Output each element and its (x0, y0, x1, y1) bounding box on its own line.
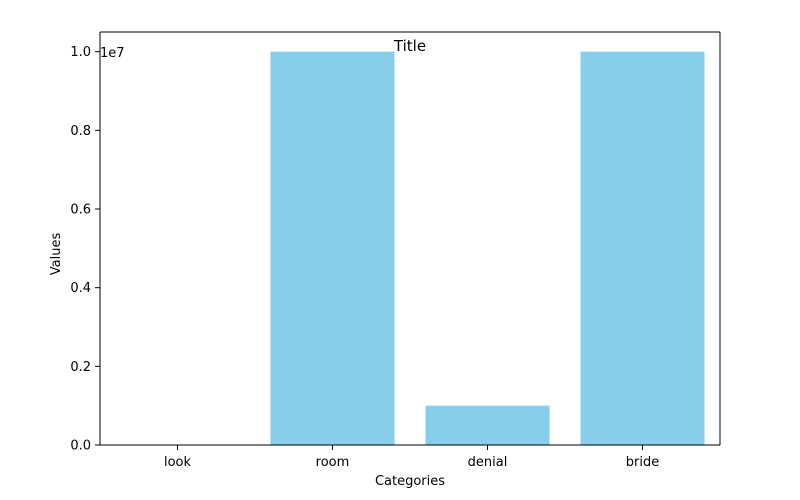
x-tick-label: room (316, 455, 350, 470)
y-axis-label: Values (49, 233, 64, 276)
bars-group (270, 51, 705, 446)
x-axis-label: Categories (375, 474, 445, 489)
bar-bride (580, 51, 705, 446)
x-tick-label: denial (468, 455, 508, 470)
x-tick-label: look (164, 455, 192, 470)
x-tick-label: bride (626, 455, 659, 470)
bar-room (270, 51, 395, 446)
y-tick-label: 0.0 (70, 439, 91, 454)
chart-title: Title (393, 37, 426, 55)
y-tick-label: 0.8 (70, 124, 91, 139)
y-axis-offset-label: 1e7 (100, 46, 125, 61)
y-axis-ticks: 0.0 0.2 0.4 0.6 0.8 1.0 (70, 45, 100, 454)
x-axis-ticks: look room denial bride (164, 445, 659, 470)
y-tick-label: 0.4 (70, 281, 91, 296)
y-tick-label: 1.0 (70, 45, 91, 60)
bar-denial (425, 405, 550, 445)
y-tick-label: 0.6 (70, 203, 91, 218)
y-tick-label: 0.2 (70, 360, 91, 375)
